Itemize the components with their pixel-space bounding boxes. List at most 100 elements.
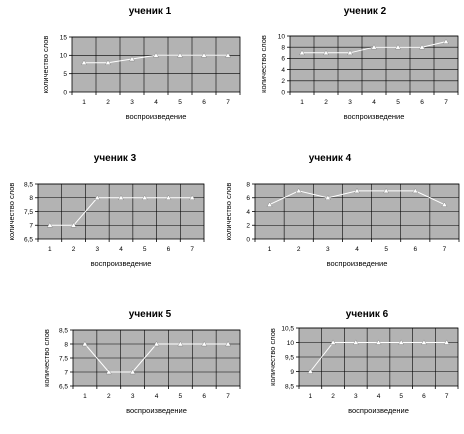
x-tick-label: 5: [143, 246, 147, 253]
data-point: [118, 194, 124, 200]
x-tick-label: 2: [106, 99, 110, 106]
x-tick-label: 6: [167, 246, 171, 253]
x-tick-label: 3: [348, 99, 352, 106]
x-tick-label: 6: [202, 99, 206, 106]
data-point: [105, 59, 111, 65]
data-point: [129, 368, 136, 375]
y-tick-label: 10: [278, 33, 286, 40]
x-tick-label: 3: [95, 246, 99, 253]
x-tick-label: 1: [48, 246, 52, 253]
plot-area: [72, 37, 240, 92]
data-point: [330, 339, 337, 345]
y-tick-label: 8: [281, 45, 285, 52]
y-tick-label: 7,5: [59, 355, 68, 362]
y-tick-label: 2: [246, 223, 250, 230]
y-tick-label: 6: [246, 195, 250, 202]
x-axis-label: воспроизведение: [344, 112, 405, 121]
y-tick-label: 2: [281, 78, 285, 85]
y-tick-label: 8,5: [285, 383, 294, 390]
x-axis-label: воспроизведение: [126, 112, 187, 121]
y-tick-label: 7: [64, 369, 68, 376]
y-tick-label: 0: [63, 89, 67, 96]
x-tick-label: 2: [297, 246, 301, 253]
chart-panel-3: ученик 3 6,5 7 7,5 8 8,5 1 2 3 4 5 6 7 воспроизведени…: [7, 153, 205, 268]
data-point: [225, 340, 232, 347]
x-tick-label: 3: [131, 393, 135, 400]
y-tick-label: 9: [290, 369, 294, 376]
x-tick-label: 7: [443, 246, 447, 253]
y-tick-label: 15: [60, 34, 68, 41]
y-tick-label: 8: [246, 181, 250, 188]
y-axis-label: количество слов: [224, 183, 233, 241]
x-axis-label: воспроизведение: [91, 259, 152, 268]
chart-title: ученик 2: [344, 6, 387, 17]
y-axis-label: количество слов: [42, 329, 51, 387]
data-point: [299, 49, 305, 55]
plot-border: [72, 329, 241, 387]
x-tick-label: 6: [420, 99, 424, 106]
data-point: [177, 52, 183, 58]
data-point: [201, 340, 208, 347]
x-axis-label: воспроизведение: [348, 406, 409, 415]
y-axis-label: количество слов: [259, 35, 268, 93]
data-point: [323, 49, 329, 55]
y-tick-label: 7,5: [24, 209, 33, 216]
data-point: [153, 340, 160, 347]
data-point: [347, 49, 353, 55]
x-tick-label: 6: [202, 393, 206, 400]
x-tick-label: 7: [226, 393, 230, 400]
y-tick-label: 0: [246, 236, 250, 243]
data-point: [412, 187, 419, 194]
y-tick-label: 10: [60, 53, 68, 60]
data-point: [371, 44, 377, 50]
x-tick-label: 7: [190, 246, 194, 253]
x-tick-label: 4: [119, 246, 123, 253]
x-tick-label: 1: [82, 99, 86, 106]
y-tick-label: 6,5: [59, 383, 68, 390]
x-tick-label: 5: [179, 393, 183, 400]
data-point: [201, 52, 207, 58]
data-point: [141, 194, 148, 200]
chart-title: ученик 6: [346, 309, 389, 320]
y-axis-label: количество слов: [41, 36, 50, 94]
x-tick-label: 7: [226, 99, 230, 106]
y-tick-label: 5: [63, 71, 67, 78]
y-tick-label: 6: [281, 56, 285, 63]
y-axis-label: количество слов: [268, 328, 277, 386]
x-tick-label: 2: [331, 393, 335, 400]
chart-title: ученик 5: [129, 309, 172, 320]
data-point: [352, 339, 359, 345]
y-tick-label: 7: [29, 223, 33, 230]
data-point: [443, 339, 450, 345]
y-tick-label: 8: [64, 341, 68, 348]
y-tick-label: 4: [246, 209, 250, 216]
plot-border: [37, 183, 205, 240]
chart-panel-1: ученик 1 0 5 10 15 1 2 3 4 5 6 7 воспроизведение коли…: [41, 6, 241, 121]
data-point: [81, 340, 88, 347]
x-tick-label: 2: [72, 246, 76, 253]
y-tick-label: 8,5: [59, 327, 68, 334]
chart-panel-6: ученик 6 8,5 9 9,5 10 10,5 1 2 3 4 5 6 7 воспроизведе…: [268, 309, 459, 415]
x-tick-label: 4: [355, 246, 359, 253]
x-tick-label: 6: [422, 393, 426, 400]
plot-border: [71, 36, 241, 93]
chart-title: ученик 4: [309, 153, 352, 164]
data-point: [420, 339, 427, 345]
data-point: [153, 52, 159, 58]
x-tick-label: 4: [155, 393, 159, 400]
data-point: [295, 187, 302, 194]
data-point: [307, 368, 314, 374]
data-point: [94, 194, 101, 200]
y-tick-label: 4: [281, 67, 285, 74]
data-point: [105, 368, 112, 375]
x-axis-label: воспроизведение: [126, 406, 187, 415]
x-tick-label: 2: [324, 99, 328, 106]
x-tick-label: 3: [130, 99, 134, 106]
y-tick-label: 8: [29, 195, 33, 202]
x-tick-label: 1: [268, 246, 272, 253]
x-tick-label: 5: [178, 99, 182, 106]
x-tick-label: 1: [309, 393, 313, 400]
x-tick-label: 4: [154, 99, 158, 106]
